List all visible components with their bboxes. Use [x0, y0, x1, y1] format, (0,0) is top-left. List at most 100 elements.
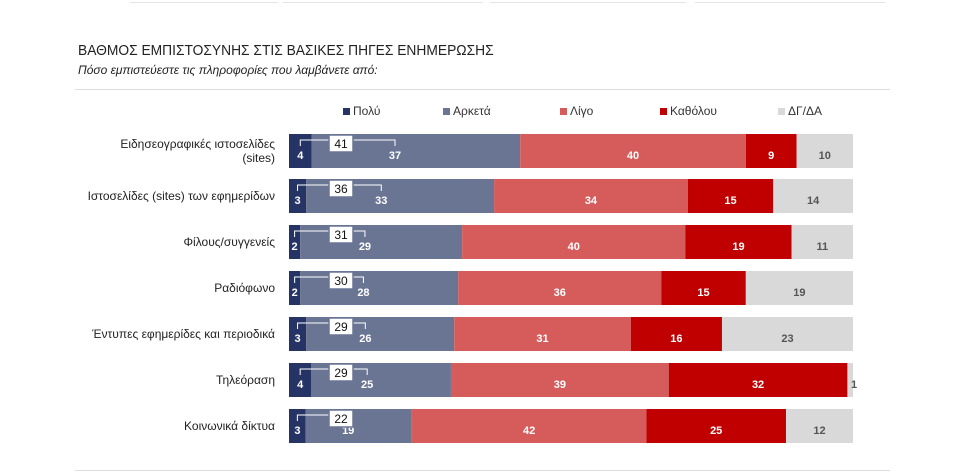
- total-box: [328, 317, 354, 336]
- category-label: Ιστοσελίδες (sites) των εφημερίδων: [88, 189, 275, 203]
- bar-segment: [745, 134, 797, 168]
- total-label: 41: [334, 137, 348, 151]
- bar-segment: [847, 363, 853, 397]
- data-label: 29: [359, 241, 371, 253]
- data-label: 28: [357, 287, 369, 299]
- bar-segment: [289, 179, 307, 213]
- bar-segment: [454, 317, 631, 351]
- total-label: 29: [334, 366, 348, 380]
- data-label: 25: [361, 379, 373, 391]
- total-label: 36: [334, 182, 348, 196]
- bar-segment: [289, 134, 312, 168]
- data-label: 31: [536, 333, 548, 345]
- bar-segment: [745, 271, 853, 305]
- data-label: 1: [851, 379, 857, 391]
- bar-segment: [721, 317, 853, 351]
- divider: [75, 470, 890, 471]
- data-label: 23: [781, 333, 793, 345]
- top-divider: [130, 0, 278, 3]
- data-label: 2: [292, 241, 298, 253]
- legend-label: Καθόλου: [670, 104, 717, 118]
- data-label: 4: [297, 150, 304, 162]
- total-box: [328, 225, 354, 244]
- data-label: 39: [554, 379, 566, 391]
- legend-swatch: [660, 107, 667, 115]
- legend-label: Λίγο: [570, 104, 594, 118]
- total-box: [328, 134, 354, 153]
- total-label: 29: [334, 320, 348, 334]
- total-label: 30: [334, 274, 348, 288]
- data-label: 36: [554, 287, 566, 299]
- chart-title: ΒΑΘΜΟΣ ΕΜΠΙΣΤΟΣΥΝΗΣ ΣΤΙΣ ΒΑΣΙΚΕΣ ΠΗΓΕΣ Ε…: [78, 42, 494, 59]
- data-label: 3: [294, 333, 300, 345]
- data-label: 19: [732, 241, 744, 253]
- data-label: 40: [627, 150, 639, 162]
- data-label: 34: [585, 195, 598, 207]
- category-label: Ραδιόφωνο: [214, 281, 275, 295]
- legend-swatch: [560, 107, 567, 115]
- bar-segment: [630, 317, 722, 351]
- bar-segment: [289, 225, 301, 259]
- legend-swatch: [778, 107, 785, 115]
- data-label: 14: [807, 195, 820, 207]
- data-label: 12: [813, 425, 825, 437]
- bar-segment: [520, 134, 746, 168]
- category-label: Ειδησεογραφικές ιστοσελίδες: [120, 137, 275, 151]
- legend-item: Καθόλου: [660, 104, 717, 118]
- top-divider: [695, 0, 885, 3]
- bar-segment: [773, 179, 853, 213]
- bar-segment: [646, 409, 786, 443]
- divider: [75, 89, 890, 90]
- bar-segment: [300, 225, 463, 259]
- total-box: [328, 409, 354, 428]
- data-label: 3: [294, 195, 300, 207]
- legend-label: Αρκετά: [453, 104, 491, 118]
- bar-segment: [785, 409, 853, 443]
- category-label: Έντυπες εφημερίδες και περιοδικά: [91, 327, 275, 341]
- bar-segment: [494, 179, 688, 213]
- category-label: Φίλους/συγγενείς: [183, 235, 275, 249]
- bar-segment: [687, 179, 774, 213]
- data-label: 9: [768, 150, 774, 162]
- data-label: 32: [752, 379, 764, 391]
- data-label: 33: [375, 195, 387, 207]
- data-label: 19: [793, 287, 805, 299]
- bar-segment: [462, 225, 686, 259]
- top-divider: [490, 0, 686, 3]
- data-label: 10: [819, 150, 831, 162]
- bar-segment: [300, 271, 459, 305]
- bar-segment: [668, 363, 848, 397]
- legend-label: ΔΓ/ΔΑ: [788, 104, 822, 118]
- category-label: Τηλεόραση: [216, 373, 275, 387]
- bar-segment: [289, 363, 312, 397]
- bar-segment: [661, 271, 746, 305]
- data-label: 40: [568, 241, 580, 253]
- data-label: 19: [342, 425, 354, 437]
- data-label: 15: [724, 195, 736, 207]
- data-label: 26: [359, 333, 371, 345]
- data-label: 15: [697, 287, 709, 299]
- bar-segment: [450, 363, 669, 397]
- data-label: 11: [816, 241, 828, 253]
- data-label: 25: [710, 425, 722, 437]
- total-label: 31: [334, 228, 348, 242]
- chart-subtitle: Πόσο εμπιστεύεστε τις πληροφορίες που λα…: [78, 63, 378, 77]
- bar-segment: [796, 134, 853, 168]
- total-box: [328, 363, 354, 382]
- top-divider: [283, 0, 483, 3]
- legend-swatch: [343, 107, 350, 115]
- data-label: 37: [389, 150, 401, 162]
- bar-segment: [411, 409, 647, 443]
- legend-label: Πολύ: [353, 104, 381, 118]
- legend: Πολύ Αρκετά Λίγο Καθόλου ΔΓ/ΔΑ: [0, 104, 961, 118]
- legend-item: ΔΓ/ΔΑ: [778, 104, 822, 118]
- legend-swatch: [443, 107, 450, 115]
- data-label: 3: [294, 425, 300, 437]
- data-label: 16: [670, 333, 682, 345]
- bar-segment: [289, 317, 307, 351]
- total-label: 22: [334, 412, 348, 426]
- category-label: (sites): [242, 151, 275, 165]
- bar-segment: [791, 225, 853, 259]
- category-label: Κοινωνικά δίκτυα: [184, 419, 275, 433]
